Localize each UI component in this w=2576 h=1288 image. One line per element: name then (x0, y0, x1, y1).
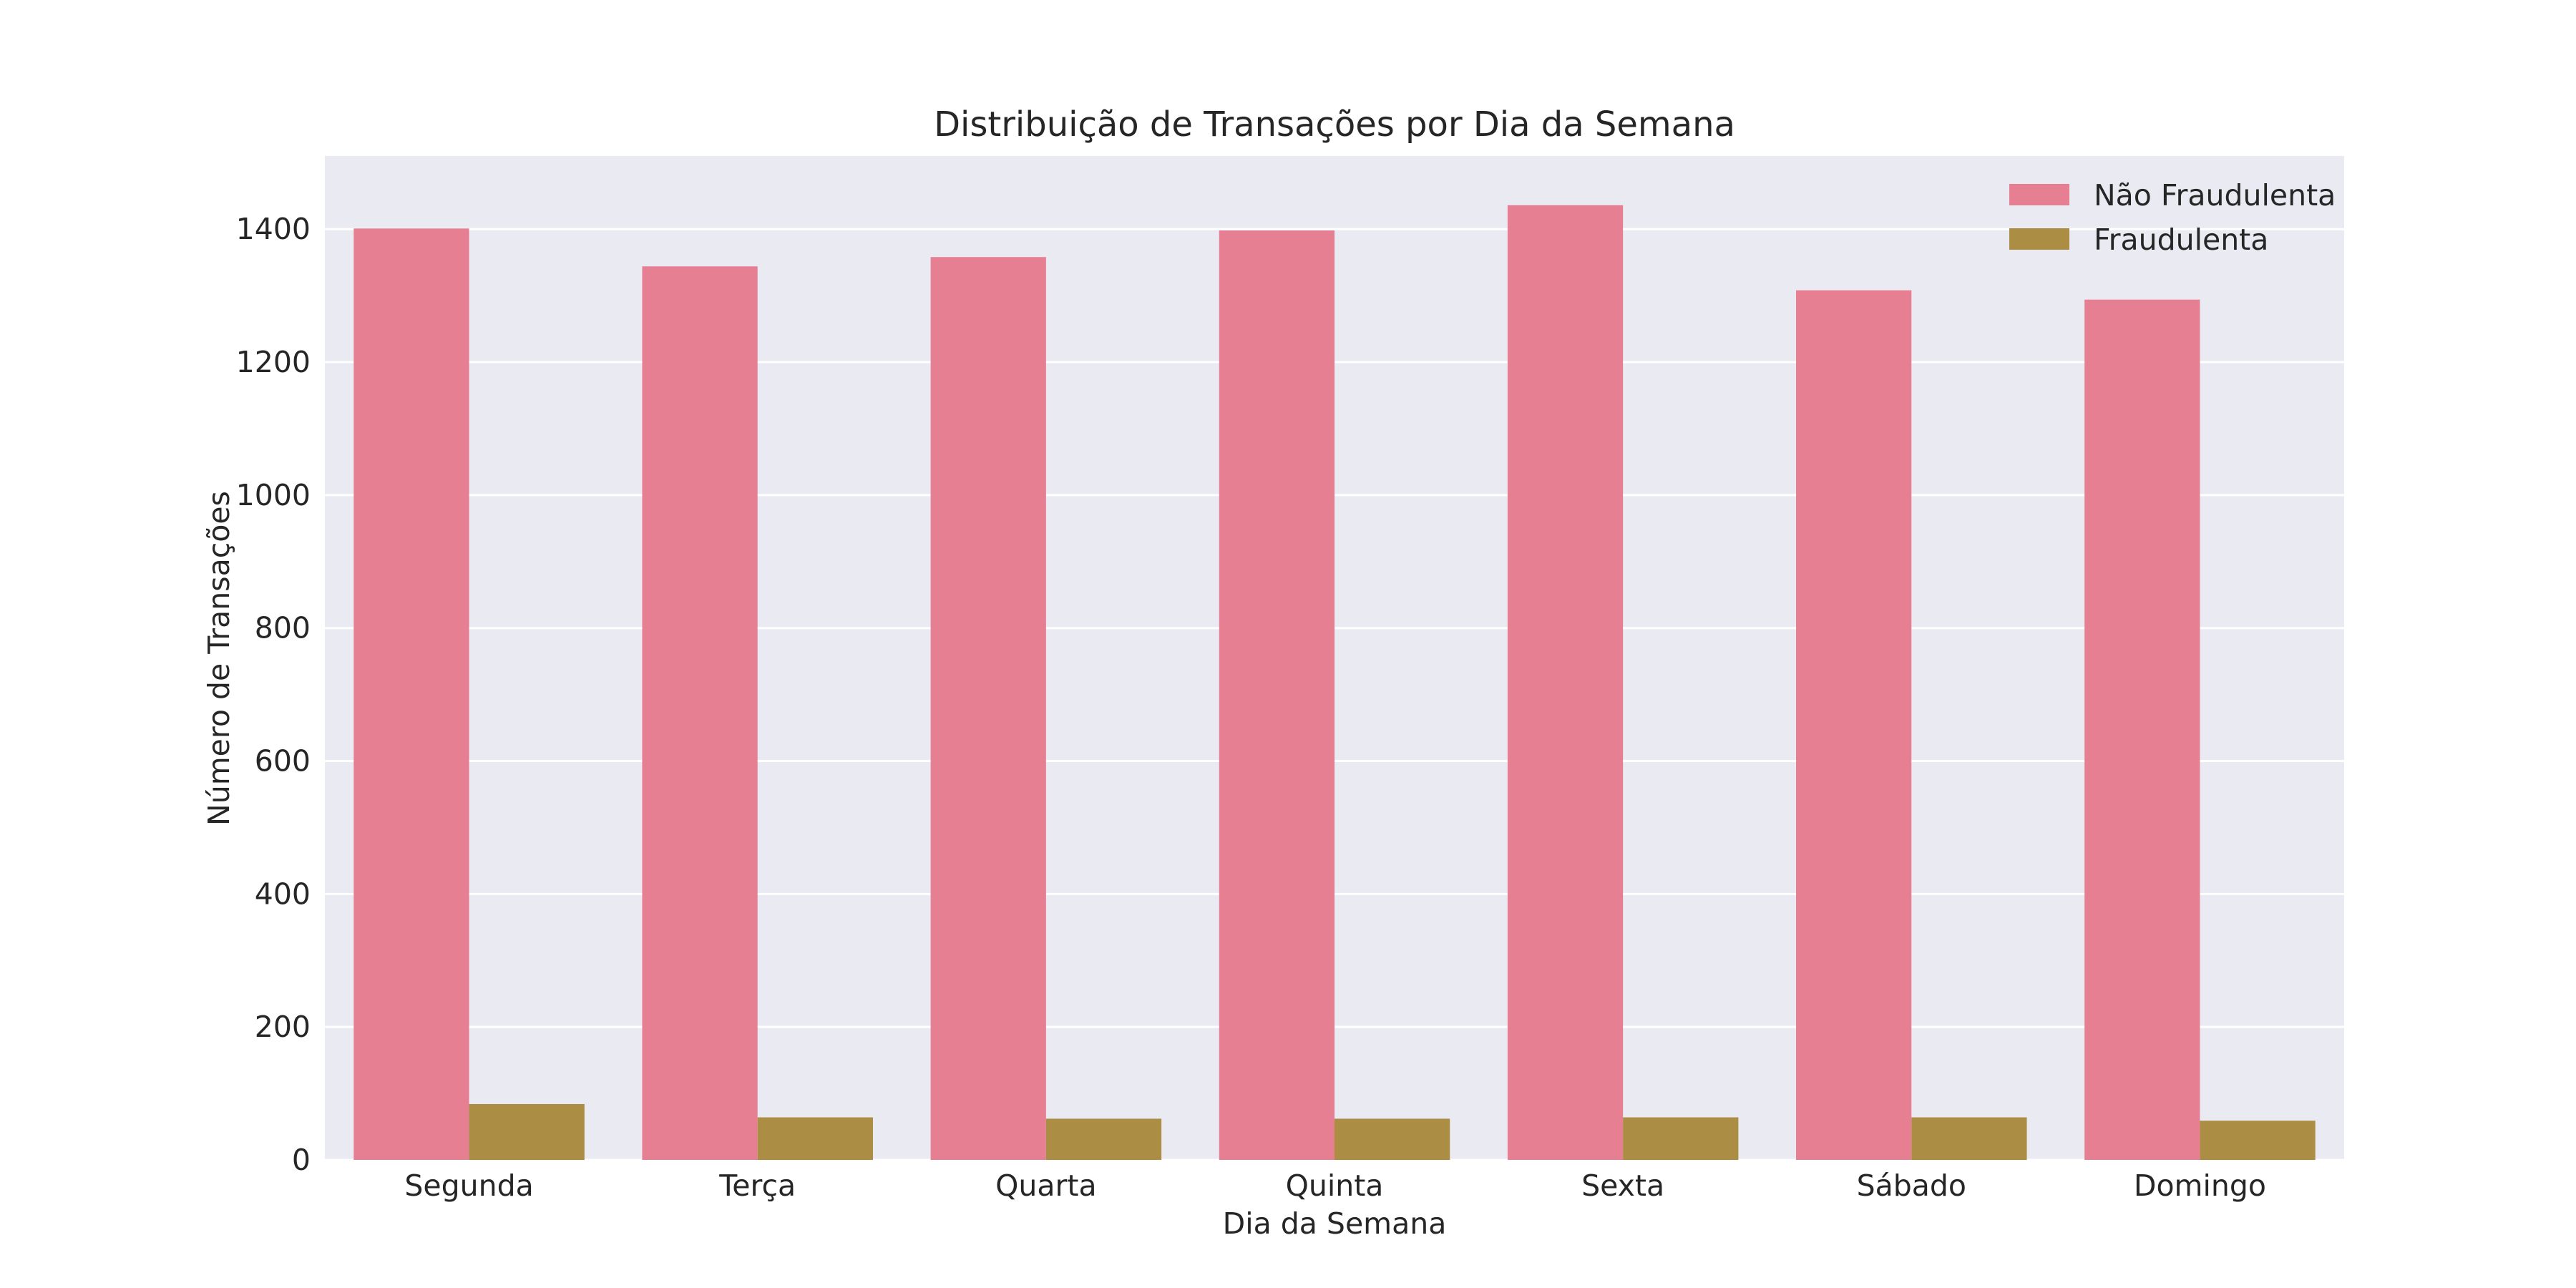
legend-swatch-nao-fraudulenta (2009, 184, 2069, 205)
bar-fraudulenta (2200, 1121, 2316, 1160)
bar-nao-fraudulenta (1507, 205, 1624, 1160)
bar-fraudulenta (757, 1117, 873, 1160)
y-tick-label: 200 (255, 1010, 311, 1044)
y-tick-label: 1000 (236, 478, 311, 512)
y-axis-ticks: 0 200 400 600 800 1000 1200 1400 (236, 212, 311, 1177)
x-tick-label: Domingo (2134, 1169, 2266, 1203)
bar-nao-fraudulenta (930, 257, 1046, 1160)
bar-fraudulenta (1911, 1117, 2027, 1160)
bar-nao-fraudulenta (353, 228, 469, 1161)
y-tick-label: 0 (292, 1143, 311, 1177)
bar-fraudulenta (1623, 1117, 1739, 1160)
legend-swatch-fraudulenta (2009, 228, 2069, 250)
y-axis-label: Número de Transações (202, 491, 236, 826)
legend: Não Fraudulenta Fraudulenta (2009, 178, 2336, 257)
chart-title: Distribuição de Transações por Dia da Se… (934, 104, 1735, 145)
x-tick-label: Sábado (1857, 1169, 1966, 1203)
bar-nao-fraudulenta (2084, 299, 2200, 1160)
bar-fraudulenta (1045, 1118, 1162, 1160)
x-tick-label: Segunda (404, 1169, 533, 1203)
bar-nao-fraudulenta (1796, 290, 1912, 1161)
x-tick-label: Quinta (1286, 1169, 1384, 1203)
bar-nao-fraudulenta (642, 266, 758, 1161)
legend-label-fraudulenta: Fraudulenta (2094, 223, 2268, 257)
x-axis-ticks: Segunda Terça Quarta Quinta Sexta Sábado Domin… (404, 1169, 2266, 1203)
legend-label-nao-fraudulenta: Não Fraudulenta (2094, 178, 2336, 213)
bar-fraudulenta (1335, 1118, 1450, 1160)
y-tick-label: 1400 (236, 212, 311, 246)
x-tick-label: Terça (718, 1169, 796, 1203)
y-tick-label: 800 (255, 611, 311, 645)
y-tick-label: 1200 (236, 345, 311, 379)
bar-nao-fraudulenta (1219, 230, 1335, 1160)
x-axis-label: Dia da Semana (1223, 1206, 1447, 1241)
bar-fraudulenta (469, 1103, 585, 1160)
bars (353, 205, 2316, 1161)
x-tick-label: Quarta (995, 1169, 1096, 1203)
y-tick-label: 400 (255, 877, 311, 911)
x-tick-label: Sexta (1581, 1169, 1664, 1203)
y-tick-label: 600 (255, 744, 311, 779)
